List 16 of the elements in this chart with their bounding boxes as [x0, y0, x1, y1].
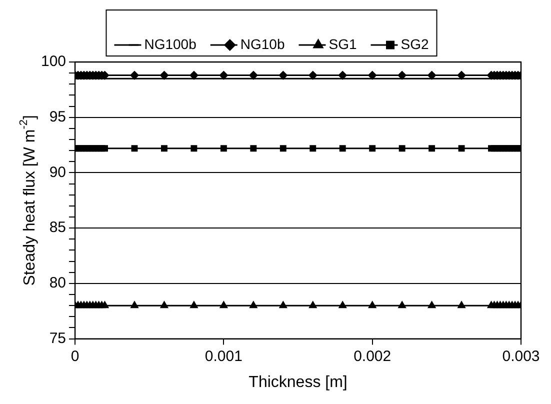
- x-tick-label: 0.002: [354, 348, 392, 365]
- x-tick-label: 0: [70, 348, 80, 365]
- legend-label: SG2: [400, 36, 429, 52]
- x-tick-label: 0.003: [502, 348, 540, 365]
- y-tick-label: 80: [49, 274, 66, 292]
- y-axis-title: Steady heat flux [W m-2]: [18, 115, 38, 286]
- x-axis-title: Thickness [m]: [248, 374, 348, 391]
- y-tick-label: 75: [49, 330, 66, 347]
- y-tick-label: 95: [49, 108, 66, 126]
- y-tick-label: 85: [49, 219, 66, 236]
- legend-label: NG10b: [240, 36, 285, 52]
- x-tick-label: 0.001: [204, 348, 242, 365]
- legend-label: SG1: [328, 36, 357, 52]
- legend-label: NG100b: [144, 36, 197, 52]
- y-tick-label: 90: [49, 164, 66, 181]
- y-tick-label: 100: [40, 53, 66, 70]
